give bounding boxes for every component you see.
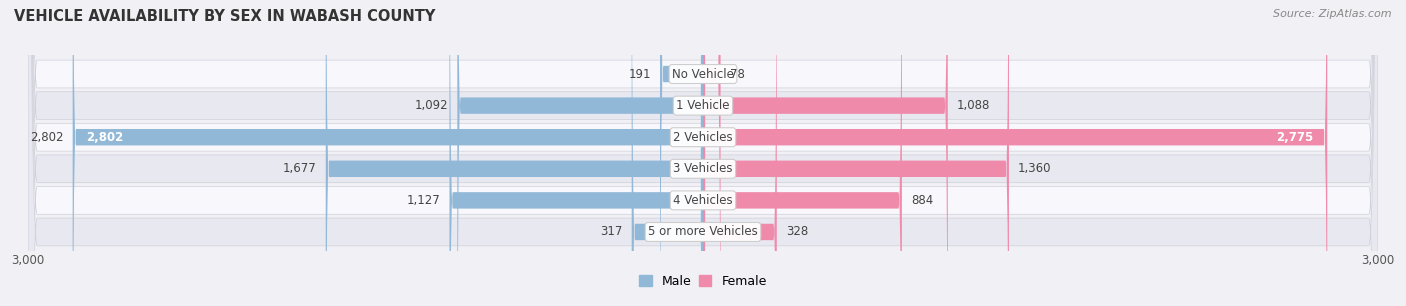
FancyBboxPatch shape: [28, 0, 1378, 306]
Text: 2,802: 2,802: [86, 131, 124, 144]
Text: 328: 328: [786, 226, 808, 238]
Text: 2 Vehicles: 2 Vehicles: [673, 131, 733, 144]
Text: 884: 884: [911, 194, 934, 207]
FancyBboxPatch shape: [703, 0, 901, 306]
FancyBboxPatch shape: [703, 0, 1010, 306]
Text: 1 Vehicle: 1 Vehicle: [676, 99, 730, 112]
FancyBboxPatch shape: [28, 0, 1378, 306]
Text: 317: 317: [600, 226, 623, 238]
Text: No Vehicle: No Vehicle: [672, 68, 734, 80]
Text: 191: 191: [628, 68, 651, 80]
FancyBboxPatch shape: [326, 0, 703, 306]
Text: 1,677: 1,677: [283, 162, 316, 175]
Text: 2,802: 2,802: [30, 131, 63, 144]
Text: 1,127: 1,127: [406, 194, 440, 207]
FancyBboxPatch shape: [703, 0, 948, 306]
FancyBboxPatch shape: [631, 0, 703, 306]
Text: Source: ZipAtlas.com: Source: ZipAtlas.com: [1274, 9, 1392, 19]
Text: 3 Vehicles: 3 Vehicles: [673, 162, 733, 175]
FancyBboxPatch shape: [28, 0, 1378, 306]
FancyBboxPatch shape: [659, 0, 703, 306]
Text: 1,092: 1,092: [415, 99, 449, 112]
Text: 5 or more Vehicles: 5 or more Vehicles: [648, 226, 758, 238]
FancyBboxPatch shape: [703, 0, 776, 306]
FancyBboxPatch shape: [28, 0, 1378, 306]
Text: VEHICLE AVAILABILITY BY SEX IN WABASH COUNTY: VEHICLE AVAILABILITY BY SEX IN WABASH CO…: [14, 9, 436, 24]
Text: 2,775: 2,775: [1277, 131, 1313, 144]
FancyBboxPatch shape: [450, 0, 703, 306]
Text: 78: 78: [730, 68, 744, 80]
FancyBboxPatch shape: [28, 0, 1378, 306]
FancyBboxPatch shape: [73, 0, 703, 306]
FancyBboxPatch shape: [457, 0, 703, 306]
FancyBboxPatch shape: [703, 0, 720, 306]
Text: 4 Vehicles: 4 Vehicles: [673, 194, 733, 207]
Text: 1,360: 1,360: [1018, 162, 1052, 175]
FancyBboxPatch shape: [28, 0, 1378, 306]
Legend: Male, Female: Male, Female: [640, 275, 766, 288]
Text: 1,088: 1,088: [956, 99, 990, 112]
FancyBboxPatch shape: [703, 0, 1327, 306]
